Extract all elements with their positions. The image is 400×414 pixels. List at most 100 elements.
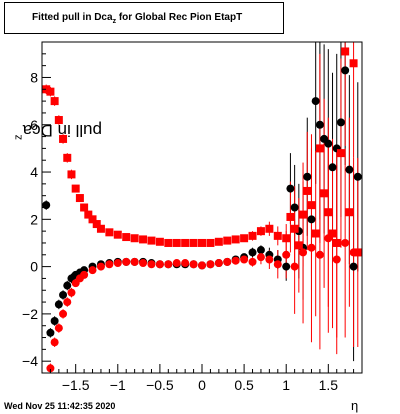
data-point-square [147,236,156,245]
data-point-circle [113,259,122,268]
data-point-circle [223,257,232,266]
data-point-circle [105,260,114,269]
data-point-circle [214,259,223,268]
data-point-square [198,238,206,247]
data-point-square [50,97,59,106]
x-tick-label: 1 [282,377,290,393]
data-point-circle [324,139,333,148]
data-point-circle [332,255,341,264]
data-point-circle [172,259,181,268]
data-point-circle [303,172,312,181]
data-point-square [311,229,320,238]
markers-layer [42,47,362,373]
data-point-circle [349,262,358,271]
x-tick-label: −1.5 [62,377,90,393]
data-point-square [71,184,80,193]
data-point-circle [248,257,257,266]
data-point-square [130,234,139,243]
data-point-circle [198,261,206,270]
data-point-circle [67,288,76,297]
y-tick-label: 4 [30,164,38,180]
data-point-circle [307,243,316,252]
data-point-circle [299,248,308,257]
data-point-circle [341,238,350,247]
data-point-circle [256,246,265,255]
data-point-square [282,234,291,243]
data-point-circle [206,260,215,269]
data-point-circle [336,118,345,127]
data-point-circle [54,324,63,333]
data-point-square [189,238,198,247]
x-tick-label: −0.5 [146,377,174,393]
data-point-square [75,194,84,203]
data-point-circle [189,260,198,269]
data-point-square [256,227,265,236]
data-point-square [92,220,101,229]
x-axis-label: η [351,398,359,413]
data-point-circle [59,309,68,318]
data-point-square [345,208,354,217]
data-point-circle [88,266,97,275]
data-point-circle [147,260,156,269]
y-tick-label: 8 [30,69,38,85]
data-point-square [328,229,337,238]
data-point-circle [282,250,291,259]
data-point-circle [349,248,358,257]
data-point-circle [46,328,55,337]
x-tick-label: 1.5 [319,377,339,393]
data-point-square [139,235,148,244]
data-point-square [113,230,122,239]
data-point-square [294,241,303,250]
data-point-circle [256,253,265,262]
data-point-circle [311,97,320,106]
data-point-circle [353,172,362,181]
data-point-square [63,153,72,162]
y-tick-label: 6 [30,117,38,133]
data-point-circle [315,250,324,259]
x-tick-label: −1 [110,377,126,393]
data-point-circle [63,281,72,290]
data-point-square [349,59,358,68]
y-axis-label: pull in Dca z [12,121,102,140]
data-point-circle [63,298,72,307]
data-point-circle [341,66,350,75]
data-point-square [155,237,164,246]
x-tick-label: 0.5 [234,377,254,393]
data-point-circle [181,259,190,268]
data-point-circle [328,163,337,172]
data-point-circle [46,364,55,373]
data-point-circle [290,203,299,212]
data-point-square [273,231,282,240]
data-point-square [42,85,51,94]
data-point-square [336,149,345,158]
data-point-circle [345,165,354,174]
data-point-square [324,208,333,217]
axes-layer: −1.5 −1 −0.5 0 0.5 1 1.5 −4 −2 0 2 4 6 8 [22,41,363,393]
data-point-square [290,224,299,233]
data-point-circle [80,270,89,279]
data-point-square [353,248,362,257]
data-point-square [181,238,190,247]
chart-title: Fitted pull in Dcaz for Global Rec Pion … [32,11,243,25]
y-tick-label: −4 [22,353,38,369]
data-point-square [299,210,308,219]
data-point-square [88,215,97,224]
data-point-circle [248,248,257,257]
data-point-square [214,237,223,246]
data-point-square [206,238,215,247]
data-point-square [164,238,173,247]
data-point-square [105,228,114,237]
data-point-square [67,170,76,179]
data-point-square [248,231,257,240]
data-point-square [223,236,232,245]
data-point-circle [282,262,291,271]
data-point-square [59,134,68,143]
data-point-square [84,210,93,219]
data-point-circle [96,262,105,271]
data-point-circle [122,257,131,266]
data-point-circle [155,260,164,269]
data-point-square [96,224,105,233]
data-point-square [240,234,249,243]
footer-date: Wed Nov 25 11:42:35 2020 [4,401,116,411]
